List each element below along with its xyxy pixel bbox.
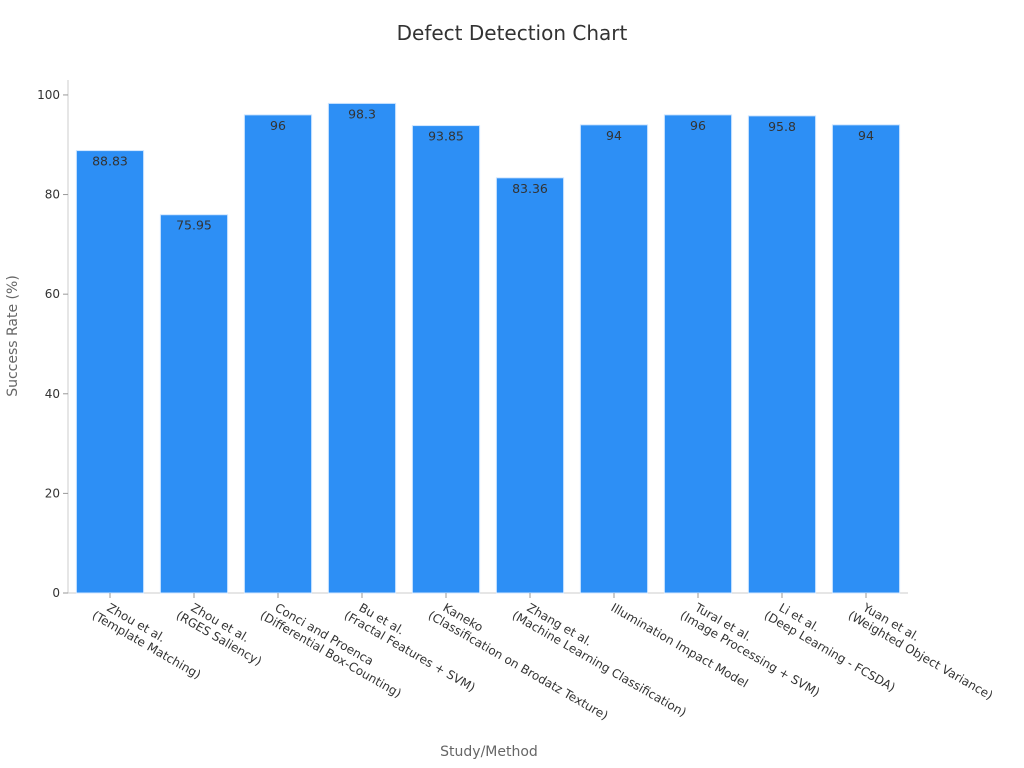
data-label: 95.8 — [768, 119, 796, 134]
data-label: 94 — [858, 128, 874, 143]
x-tick-label-line: (Classification on Brodatz Texture) — [426, 608, 611, 723]
bar[interactable] — [411, 125, 481, 594]
x-tick-label: Zhou et al.(RGES Saliency) — [174, 596, 271, 668]
bar[interactable] — [747, 115, 817, 594]
data-label: 75.95 — [176, 218, 212, 233]
bars-group — [75, 102, 901, 594]
x-tick-label-line: (Weighted Object Variance) — [846, 608, 996, 702]
y-tick-label: 100 — [37, 88, 60, 102]
data-labels-group: 88.83 75.95 96 98.3 93.85 83.36 94 96 95.8 94 — [92, 106, 874, 232]
bar[interactable] — [495, 177, 565, 594]
bar[interactable] — [159, 214, 229, 594]
x-axis-label: Study/Method — [440, 744, 538, 760]
bar[interactable] — [243, 114, 313, 594]
x-ticks-group: Zhou et al.(Template Matching)Zhou et al… — [90, 593, 1003, 723]
data-label: 94 — [606, 128, 622, 143]
y-ticks-group: 0 20 40 60 80 100 — [37, 88, 68, 600]
bar[interactable] — [75, 150, 145, 594]
bar[interactable] — [327, 102, 397, 594]
y-tick-label: 40 — [45, 387, 60, 401]
bar[interactable] — [663, 114, 733, 594]
data-label: 88.83 — [92, 154, 128, 169]
bar[interactable] — [579, 124, 649, 594]
bar[interactable] — [831, 124, 901, 594]
x-tick-label: Conci and Proenca(Differential Box-Count… — [258, 596, 411, 701]
y-axis-label: Success Rate (%) — [5, 275, 21, 397]
data-label: 93.85 — [428, 129, 464, 144]
x-tick-label: Yuan et al.(Weighted Object Variance) — [846, 596, 1003, 703]
x-tick-label-line: (Machine Learning Classification) — [510, 608, 689, 719]
y-tick-label: 20 — [45, 486, 60, 500]
data-label: 96 — [690, 118, 706, 133]
y-tick-label: 0 — [52, 586, 60, 600]
y-tick-label: 60 — [45, 287, 60, 301]
data-label: 96 — [270, 118, 286, 133]
y-tick-label: 80 — [45, 188, 60, 202]
data-label: 98.3 — [348, 106, 376, 121]
x-tick-label: Zhang et al.(Machine Learning Classifica… — [510, 596, 696, 720]
data-label: 83.36 — [512, 181, 548, 196]
chart-title: Defect Detection Chart — [397, 21, 628, 45]
x-tick-label: Tural et al.(Image Processing + SVM) — [678, 596, 829, 700]
